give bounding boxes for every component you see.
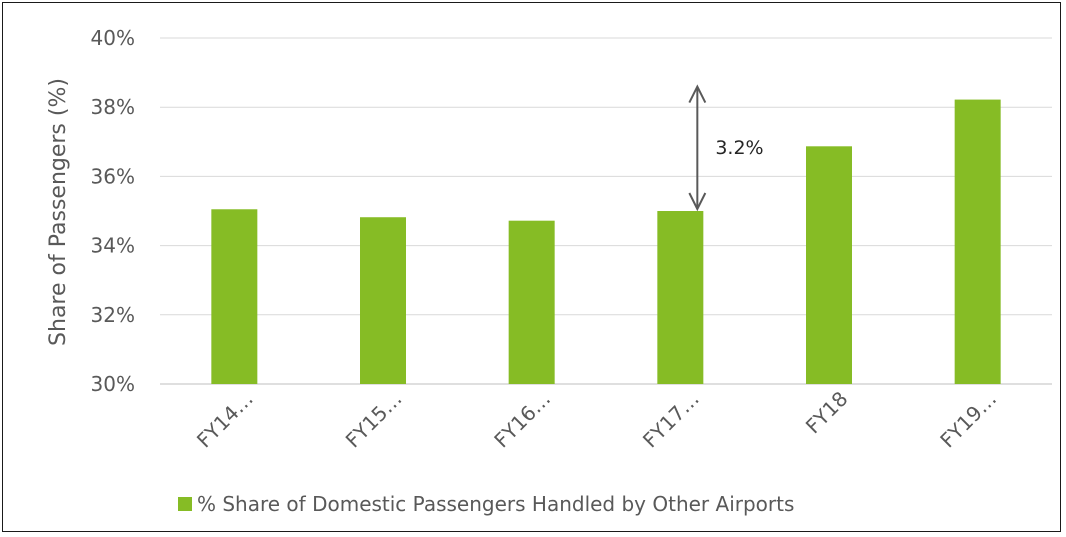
legend: % Share of Domestic Passengers Handled b… — [178, 492, 794, 516]
annotation: 3.2% — [688, 84, 764, 212]
bar — [508, 220, 555, 384]
y-tick-label: 40% — [91, 26, 135, 50]
y-axis-title: Share of Passengers (%) — [46, 78, 71, 346]
bar — [360, 217, 406, 384]
y-tick-label: 30% — [91, 372, 135, 396]
x-tick-label: FY16… — [489, 387, 555, 453]
y-axis-ticks: 30% 32% 34% 36% 38% 40% — [91, 26, 135, 396]
bar — [806, 146, 852, 384]
legend-label: % Share of Domestic Passengers Handled b… — [197, 492, 794, 516]
y-tick-label: 32% — [91, 303, 135, 327]
x-tick-label: FY17… — [638, 387, 704, 453]
y-tick-label: 38% — [91, 95, 135, 119]
x-tick-label: FY15… — [341, 387, 407, 453]
bar — [954, 99, 1001, 384]
bars — [211, 99, 1001, 384]
y-tick-label: 36% — [91, 164, 135, 188]
x-tick-label: FY19… — [935, 387, 1001, 453]
y-tick-label: 34% — [91, 234, 135, 258]
bar — [657, 211, 704, 384]
bar — [211, 209, 258, 384]
annotation-label: 3.2% — [715, 137, 763, 159]
legend-swatch — [178, 497, 192, 511]
x-tick-label: FY14… — [192, 387, 258, 453]
gridlines — [160, 37, 1052, 385]
annotation-arrowhead-down — [688, 192, 707, 212]
x-tick-label: FY18 — [801, 387, 853, 439]
x-axis-ticks: FY14… FY15… FY16… FY17… FY18 FY19… — [192, 387, 1001, 453]
annotation-arrowhead-up — [688, 84, 707, 104]
